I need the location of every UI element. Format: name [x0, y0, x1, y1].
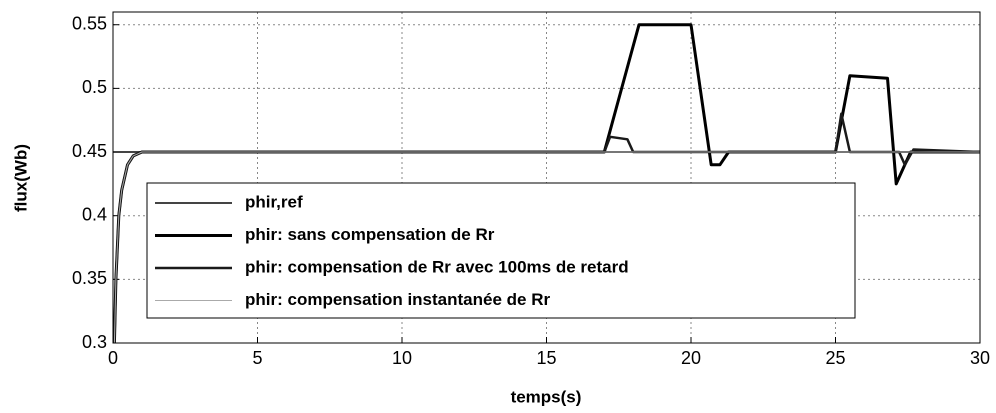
y-tick-label: 0.3	[82, 332, 107, 352]
series-line	[113, 151, 980, 343]
x-tick-label: 25	[825, 348, 845, 368]
y-tick-label: 0.55	[72, 13, 107, 33]
legend: phir,ref phir: sans compensation de Rr phi…	[146, 182, 856, 319]
legend-label: phir: compensation instantanée de Rr	[245, 290, 550, 309]
x-tick-label: 15	[536, 348, 556, 368]
x-tick-label: 20	[681, 348, 701, 368]
x-tick-label: 10	[392, 348, 412, 368]
x-tick-label: 30	[970, 348, 990, 368]
y-tick-label: 0.45	[72, 141, 107, 161]
x-tick-label: 5	[252, 348, 262, 368]
legend-label: phir: sans compensation de Rr	[245, 225, 495, 244]
y-tick-label: 0.35	[72, 268, 107, 288]
x-tick-label: 0	[108, 348, 118, 368]
y-tick-label: 0.5	[82, 77, 107, 97]
x-axis-label: temps(s)	[511, 387, 582, 406]
legend-label: phir,ref	[245, 192, 303, 211]
legend-box	[146, 182, 856, 319]
plot-frame	[112, 11, 981, 344]
legend-label: phir: compensation de Rr avec 100ms de r…	[245, 257, 629, 276]
y-axis-label: flux(Wb)	[11, 144, 30, 212]
y-tick-label: 0.4	[82, 204, 107, 224]
